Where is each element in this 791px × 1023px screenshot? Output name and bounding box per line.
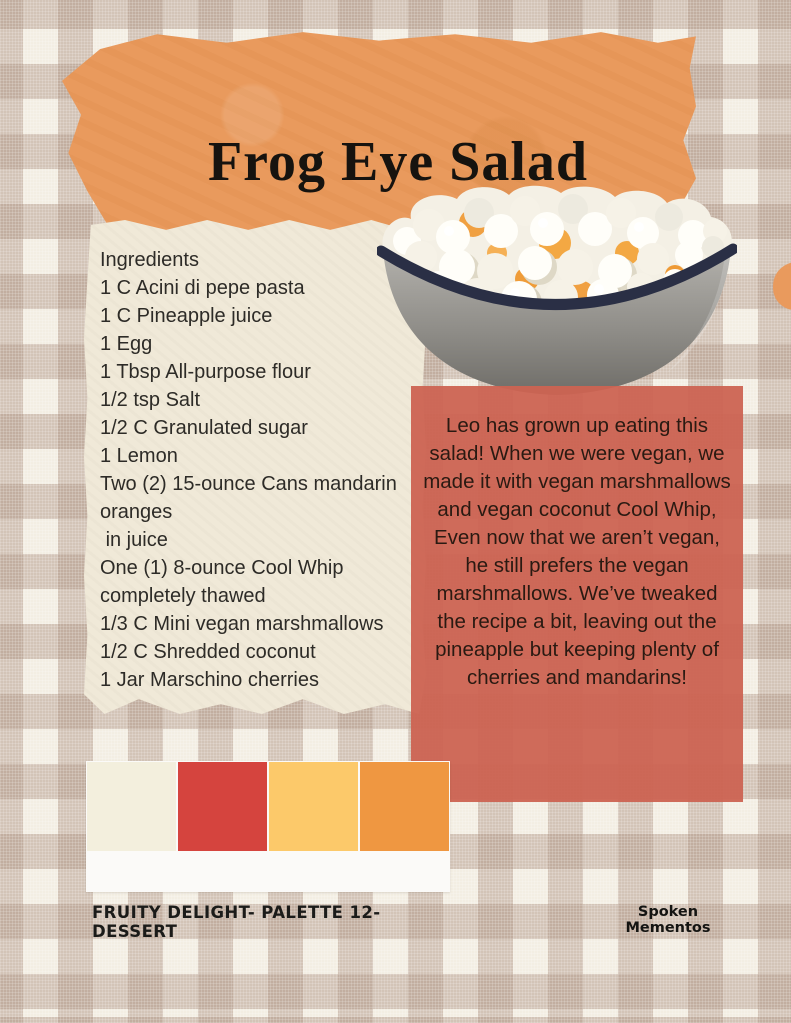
palette-card (86, 761, 450, 892)
palette-swatch-cream (87, 762, 176, 851)
ingredient-line: 1 C Pineapple juice (100, 305, 273, 327)
ingredient-line: in juice (100, 529, 168, 551)
palette-swatch-red (178, 762, 267, 851)
ingredient-line: 1 Jar Marschino cherries (100, 669, 319, 691)
ingredient-line: One (1) 8-ounce Cool Whip (100, 557, 344, 579)
ingredient-line: 1 Egg (100, 333, 153, 355)
orange-paint-swash (62, 32, 696, 242)
ingredient-line: 1/3 C Mini vegan marshmallows (100, 613, 384, 635)
ingredient-line: oranges (100, 501, 173, 523)
brand-line2: Mementos (625, 920, 711, 936)
ingredient-line: 1/2 C Granulated sugar (100, 417, 308, 439)
ingredient-line: 1 C Acini di pepe pasta (100, 277, 305, 299)
ingredient-line: Two (2) 15-ounce Cans mandarin (100, 473, 397, 495)
ingredient-line: 1/2 C Shredded coconut (100, 641, 316, 663)
orange-paper-scrap (773, 262, 791, 310)
ingredients-heading: Ingredients (100, 249, 199, 271)
ingredients-list: Ingredients 1 C Acini di pepe pasta 1 C … (100, 246, 420, 694)
ingredient-line: 1/2 tsp Salt (100, 389, 201, 411)
page-title: Frog Eye Salad (207, 131, 589, 193)
ingredient-line: 1 Lemon (100, 445, 178, 467)
palette-swatch-row (87, 762, 449, 851)
brand-logo: Spoken Mementos (598, 904, 738, 936)
palette-swatch-yellow (269, 762, 358, 851)
ingredient-line: completely thawed (100, 585, 266, 607)
palette-caption: FRUITY DELIGHT- PALETTE 12- DESSERT (92, 903, 381, 941)
brand-line1: Spoken (637, 904, 699, 920)
ingredient-line: 1 Tbsp All-purpose flour (100, 361, 311, 383)
palette-swatch-orange (360, 762, 449, 851)
story-text: Leo has grown up eating this salad! When… (423, 414, 731, 689)
ingredients-paper (84, 220, 426, 714)
salad-bowl-photo (375, 183, 739, 423)
story-box: Leo has grown up eating this salad! When… (411, 386, 743, 802)
